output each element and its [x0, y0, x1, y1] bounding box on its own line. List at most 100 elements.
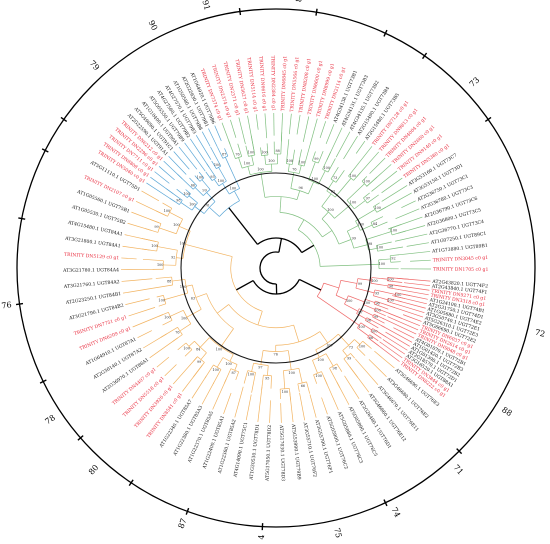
bootstrap-label: 100 — [363, 180, 369, 184]
branch-tip — [208, 129, 217, 147]
branch-tip — [398, 251, 430, 254]
group-label: 88 — [500, 405, 513, 418]
leaf-label: AT5G17030.1 UGT78D3 — [278, 424, 286, 481]
branch-radial — [230, 354, 233, 361]
branch-radial — [252, 363, 254, 371]
branch-radial — [371, 283, 388, 286]
leaf-label: AT3G21760.1 UGT84A2 — [63, 279, 120, 290]
branch-radial — [170, 212, 183, 219]
branch-radial — [308, 182, 313, 194]
branch-tip — [322, 398, 328, 415]
branch-tip — [407, 243, 429, 247]
branch-radial — [337, 364, 342, 372]
branch-radial — [170, 310, 183, 316]
bootstrap-label: 98 — [333, 367, 337, 371]
branch-radial — [163, 320, 173, 325]
branch-tip — [310, 394, 316, 417]
group-boundary-tick — [423, 53, 427, 59]
branch-radial — [142, 249, 157, 251]
branch-radial — [322, 372, 328, 385]
bootstrap-label: 100 — [350, 201, 356, 205]
branch-radial — [235, 364, 237, 370]
branch-tip — [169, 156, 187, 174]
bootstrap-label: 63 — [191, 297, 195, 301]
branch-tip — [174, 152, 190, 170]
bootstrap-label: 100 — [364, 301, 370, 305]
bootstrap-label: 100 — [387, 277, 393, 281]
group-boundary-tick — [61, 117, 67, 121]
branch-radial — [159, 304, 166, 306]
backbone-radial — [279, 238, 282, 252]
branch-radial — [326, 354, 333, 366]
bootstrap-label: 100 — [183, 346, 189, 350]
leaf-label: AT2G23250.1 UGT84B1 — [64, 291, 121, 306]
group-boundary-tick — [316, 9, 317, 16]
branch-radial — [324, 283, 339, 288]
group-label: 71 — [452, 463, 466, 477]
bootstrap-values: 1009998100661009510087100991007610010088… — [151, 149, 401, 394]
bootstrap-label: 100 — [387, 299, 393, 303]
bootstrap-label: 98 — [389, 284, 393, 288]
branch-radial — [150, 219, 161, 223]
branch-radial — [236, 372, 239, 380]
branch-radial — [265, 155, 266, 164]
branch-radial — [193, 362, 204, 377]
branch-radial — [173, 335, 183, 342]
bootstrap-label: 66 — [369, 336, 373, 340]
bootstrap-label: 100 — [261, 150, 267, 154]
backbone-radial — [236, 281, 253, 290]
bootstrap-label: 100 — [379, 262, 385, 266]
branch-radial — [196, 294, 207, 298]
branch-tip — [394, 303, 425, 312]
leaf-label: TRINITY DN1705 c0 g1 — [433, 267, 489, 273]
branch-radial — [262, 375, 264, 390]
group-label: 76 — [1, 300, 12, 310]
branch-tip — [300, 393, 305, 420]
backbone-radial — [299, 279, 321, 290]
leaf-label: AT5G53990.1 UGT79B9 — [290, 423, 302, 480]
branch-tip — [258, 387, 262, 422]
branch-radial — [217, 358, 223, 368]
branch-radial — [248, 166, 250, 174]
branch-radial — [298, 384, 300, 392]
branch-tip — [396, 209, 420, 219]
branch-radial — [200, 338, 209, 348]
branch-tip — [281, 403, 282, 423]
group-boundary-tick — [18, 218, 25, 219]
branch-radial — [347, 184, 364, 201]
branch-radial — [358, 279, 372, 281]
branch-tip — [224, 393, 232, 414]
branch-radial — [157, 247, 177, 251]
bootstrap-label: 92 — [391, 257, 395, 261]
branch-tip — [383, 318, 416, 334]
bootstrap-label: 100 — [346, 299, 352, 303]
branch-radial — [217, 304, 228, 313]
branch-radial — [283, 371, 284, 389]
branch-tip — [215, 126, 222, 141]
leaf-label: AT3G21800.1 UGT84A1 — [64, 235, 121, 249]
bootstrap-label: 100 — [230, 186, 236, 190]
branch-radial — [336, 295, 346, 300]
branch-tip — [133, 315, 163, 328]
branch-tip — [239, 118, 246, 145]
branch-radial — [344, 304, 357, 311]
branch-tip — [202, 383, 214, 405]
branch-radial — [338, 334, 348, 345]
leaf-label: TRINITY DN2384 c0 g1 — [269, 56, 276, 112]
group-label: 80 — [87, 463, 101, 477]
branch-tip — [310, 119, 317, 145]
branch-tip — [256, 114, 258, 129]
branch-radial — [355, 209, 375, 221]
group-label: 79 — [88, 59, 102, 73]
branch-radial — [159, 228, 176, 234]
branch-tip — [246, 395, 251, 421]
branch-radial — [354, 245, 368, 248]
bootstrap-label: 66 — [301, 384, 305, 388]
bootstrap-label: 95 — [265, 377, 269, 381]
branch-radial — [343, 351, 348, 357]
bootstrap-label: 100 — [317, 358, 323, 362]
leaf-label: AT1G22340.1 UGT85A7 — [158, 399, 194, 450]
bootstrap-label: 96 — [298, 186, 302, 190]
bootstrap-label: 98 — [176, 199, 180, 203]
